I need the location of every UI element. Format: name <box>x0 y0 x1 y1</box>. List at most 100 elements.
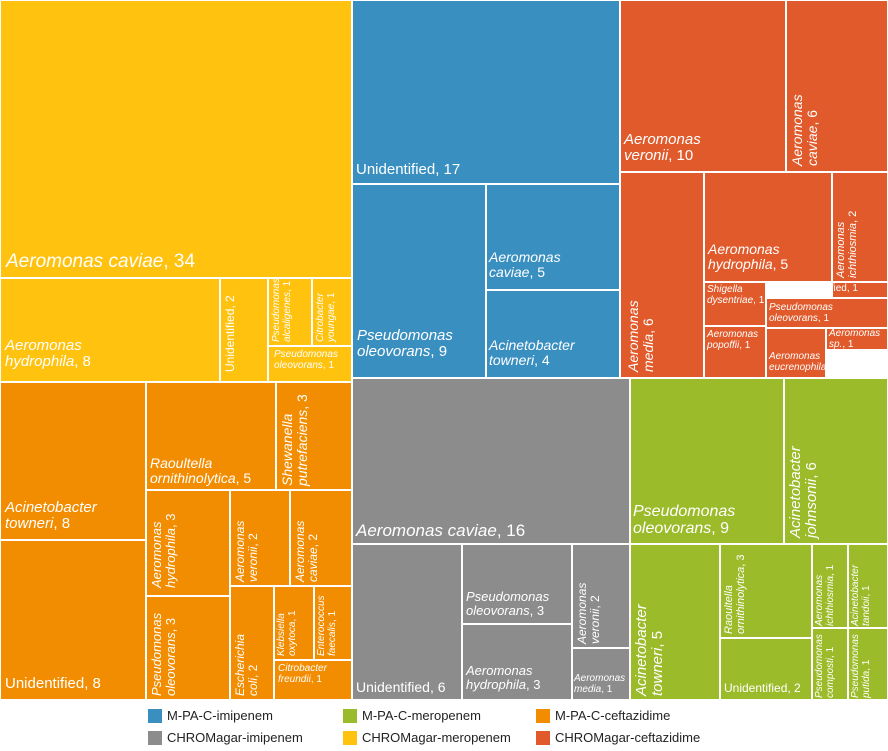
treemap-cell-label: Pseudomonas putida, 1 <box>850 634 872 698</box>
treemap-cell-label: Raoultella ornithinolytica, 5 <box>150 455 252 486</box>
legend-swatch <box>343 708 357 723</box>
treemap-cell-label: Aeromonas sp., 1 <box>829 328 881 350</box>
legend-label: CHROMagar-ceftazidime <box>555 730 701 745</box>
treemap-cell <box>720 638 812 700</box>
treemap-cell <box>848 544 888 628</box>
treemap-cell-label: Pseudomonas oleovorans, 3 <box>466 589 550 618</box>
treemap-cell <box>290 490 352 586</box>
treemap-cell <box>630 544 720 700</box>
treemap-cell <box>0 540 146 700</box>
legend-label: CHROMagar-imipenem <box>167 730 303 745</box>
treemap-cell <box>704 172 832 282</box>
treemap-cell <box>230 490 290 586</box>
treemap-cell <box>848 628 888 700</box>
treemap-cell <box>146 596 230 700</box>
treemap-cell <box>230 586 274 700</box>
treemap-cell <box>462 544 572 624</box>
treemap-cell-label: Acinetobacter tandoii, 1 <box>850 564 872 626</box>
treemap-cell <box>352 378 630 544</box>
legend-item: CHROMagar-imipenem <box>148 730 303 745</box>
treemap-cell <box>274 586 314 660</box>
treemap-cell-label: Pseudomonas oleovorans, 9 <box>633 503 736 537</box>
treemap-cell-label: Aeromonas eucrenophila, 1 <box>769 351 838 373</box>
treemap-cell-label: Aeromonas veronii, 10 <box>624 131 701 164</box>
treemap-cell-label: Citrobacter freundii, 1 <box>278 663 327 685</box>
treemap-cell-label: Aeromonas hydrophila, 3 <box>466 663 541 692</box>
treemap-cell-label: Aeromonas hydrophila, 3 <box>149 513 178 588</box>
treemap-cell-label: Unidentified, 17 <box>356 161 461 178</box>
treemap-cell <box>268 346 352 382</box>
treemap-cell <box>352 544 462 700</box>
treemap-cell <box>462 624 572 700</box>
treemap-cell <box>704 282 766 326</box>
treemap-cell-label: Acinetobacter towneri, 8 <box>5 499 97 532</box>
legend-swatch <box>148 708 162 723</box>
treemap-cell-label: Aeromonas caviae, 2 <box>293 520 320 582</box>
legend-swatch <box>148 730 162 745</box>
treemap-cell-label: Aeromonas caviae, 16 <box>356 521 526 540</box>
treemap-cell-label: Aeromonas hydrophila, 8 <box>5 337 91 370</box>
treemap-cell-label: Pseudomonas oleovorans, 1 <box>769 302 833 324</box>
treemap-cell-label: Shigella dysentriae, 1 <box>707 284 765 306</box>
treemap-cell <box>0 0 352 278</box>
treemap-cell-label: Aeromonas ichthiosmia, 2 <box>835 210 859 278</box>
legend-swatch <box>343 730 357 745</box>
legend-item: CHROMagar-meropenem <box>343 730 511 745</box>
treemap-cell-label: Shewanella putrefaciens, 3 <box>279 394 310 486</box>
treemap-cell-label: Escherichia coli, 2 <box>233 633 260 696</box>
treemap-cell-label: Aeromonas veronii, 2 <box>233 520 260 582</box>
treemap-cell <box>274 660 352 700</box>
treemap-cell-label: Acinetobacter towneri, 4 <box>489 337 575 368</box>
treemap-cell <box>352 184 486 378</box>
treemap-cell-label: Aeromonas popoffii, 1 <box>707 329 759 351</box>
treemap-cell <box>720 544 812 638</box>
treemap-cell-label: Aeromonas veronii, 2 <box>575 582 602 644</box>
treemap-cell <box>0 278 220 382</box>
treemap-cell <box>486 184 620 290</box>
treemap-cell <box>704 326 766 378</box>
treemap-cell-label: Pseudomonas alcaligenes, 1 <box>271 278 293 342</box>
legend-label: M-PA-C-meropenem <box>362 708 481 723</box>
treemap-cell-label: Aeromonas hydrophila, 5 <box>708 241 789 272</box>
treemap-cell <box>786 0 888 172</box>
legend-item: M-PA-C-meropenem <box>343 708 481 723</box>
treemap-cell <box>630 378 784 544</box>
treemap-cell <box>572 648 630 700</box>
treemap-cell-label: Acinetobacter towneri, 5 <box>633 604 666 696</box>
treemap-cell <box>146 490 230 596</box>
treemap-cell-label: Aeromonas caviae, 5 <box>489 249 561 280</box>
legend-item: M-PA-C-ceftazidime <box>536 708 670 723</box>
legend-item: M-PA-C-imipenem <box>148 708 273 723</box>
treemap-cell <box>812 628 848 700</box>
treemap-cell-label: Unidentified, 2 <box>223 295 237 372</box>
treemap-chart: Aeromonas caviae, 34 Aeromonas hydrophila,… <box>0 0 888 700</box>
treemap-cell-label: Acinetobacter johnsonii, 6 <box>787 446 820 538</box>
treemap-cell <box>620 172 704 378</box>
legend-label: M-PA-C-ceftazidime <box>555 708 671 723</box>
treemap-cell <box>268 278 312 346</box>
treemap-cell <box>572 544 630 648</box>
treemap-cell-label: Aeromonas caviae, 34 <box>6 251 196 272</box>
treemap-cell-label: Pseudomonas oleovorans, 3 <box>149 612 178 696</box>
treemap-cell-label: Raoultella ornithinolytica, 3 <box>723 554 747 635</box>
legend-item: CHROMagar-ceftazidime <box>536 730 700 745</box>
treemap-cell-label: Aeromonas media, 1 <box>574 673 626 695</box>
treemap-cell <box>312 278 352 346</box>
treemap-cell-label: Pseudomonas oleovorans, 9 <box>357 327 453 360</box>
treemap-cell-label: Unidentified, 1 <box>794 283 858 294</box>
treemap-cell <box>766 298 888 328</box>
treemap-cell <box>0 382 146 540</box>
legend-swatch <box>536 730 550 745</box>
legend-label: M-PA-C-imipenem <box>167 708 273 723</box>
treemap-cell-label: Aeromonas ichthiosmia, 1 <box>814 564 836 626</box>
legend-label: CHROMagar-meropenem <box>362 730 511 745</box>
treemap-cell-label: Pseudomonas composti, 1 <box>814 634 836 698</box>
treemap-cell <box>276 382 352 490</box>
treemap-cell <box>220 278 268 382</box>
treemap-cell-label: Aeromonas media, 6 <box>625 300 656 372</box>
treemap-cell-label: Unidentified, 2 <box>724 681 801 695</box>
treemap-cell <box>146 382 276 490</box>
treemap-cell <box>486 290 620 378</box>
treemap-cell-label: Enterococcus faecalis, 1 <box>316 595 338 656</box>
treemap-cell <box>352 0 620 184</box>
